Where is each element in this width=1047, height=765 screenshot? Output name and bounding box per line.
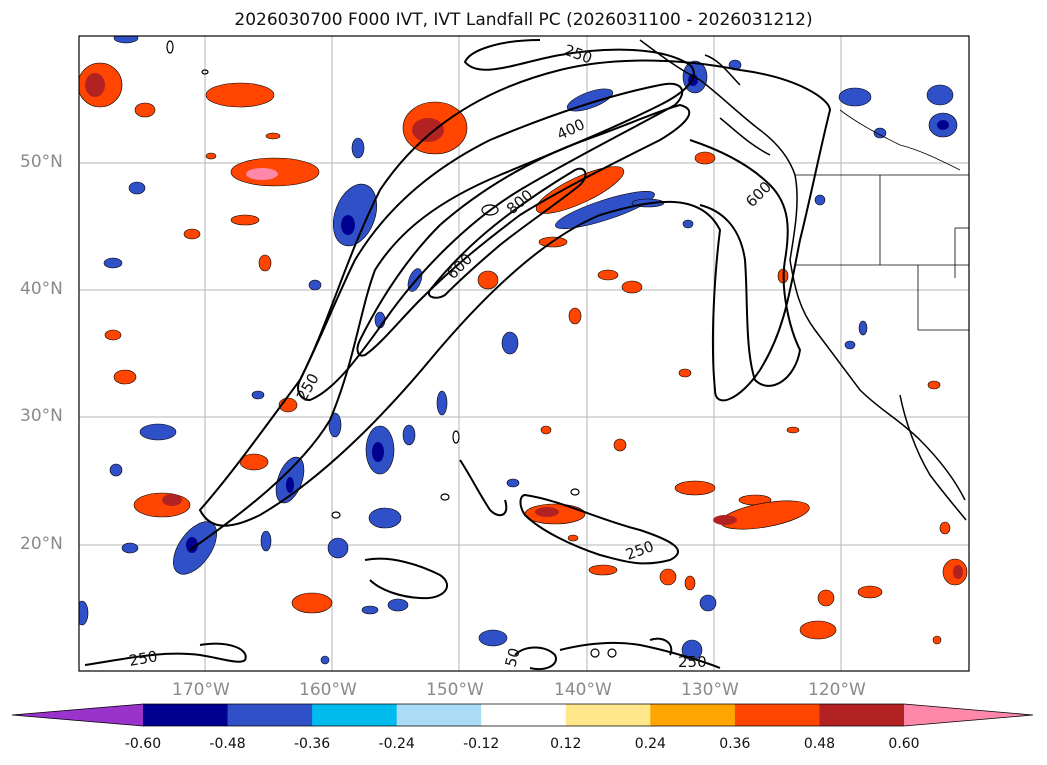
colorbar-segment	[650, 704, 736, 726]
colorbar-outline	[11, 703, 1034, 727]
colorbar-tick-label: -0.48	[209, 736, 246, 752]
colorbar-tick-label: 0.36	[719, 736, 751, 752]
lon-label: 170°W	[172, 680, 230, 700]
negative-anomaly-areas	[79, 36, 958, 665]
colorbar-segment	[227, 704, 313, 726]
lon-label: 160°W	[299, 680, 357, 700]
colorbar-tick-label: 0.12	[550, 736, 582, 752]
lon-label: 140°W	[554, 680, 612, 700]
contour-label: 250	[678, 653, 707, 671]
lat-label: 50°N	[20, 152, 63, 172]
colorbar-tick-label: 0.24	[634, 736, 666, 752]
colorbar-tick-label: 0.60	[888, 736, 920, 752]
map-area	[79, 36, 969, 671]
colorbar-segment	[734, 704, 820, 726]
colorbar-segment	[481, 704, 567, 726]
colorbar-tick-label: -0.36	[293, 736, 331, 752]
colorbar	[11, 703, 1034, 727]
colorbar-segment	[565, 704, 651, 726]
colorbar-tick-label: -0.12	[463, 736, 500, 752]
lon-label: 120°W	[808, 680, 866, 700]
colorbar-extend-low	[12, 704, 143, 726]
lon-label: 150°W	[426, 680, 484, 700]
state-borders	[795, 109, 969, 331]
lat-label: 20°N	[20, 534, 63, 554]
contour-label: 50	[501, 646, 523, 669]
coastlines	[639, 39, 967, 521]
colorbar-segment	[819, 704, 905, 726]
lat-label: 40°N	[20, 279, 63, 299]
colorbar-tick-label: -0.24	[378, 736, 415, 752]
map-border	[78, 35, 970, 672]
lat-label: 30°N	[20, 406, 63, 426]
colorbar-extend-high	[904, 704, 1033, 726]
ivt-contours	[84, 39, 832, 671]
colorbar-segment	[143, 704, 229, 726]
lon-label: 130°W	[681, 680, 739, 700]
colorbar-tick-label: 0.48	[803, 736, 836, 752]
colorbar-segment	[396, 704, 482, 726]
contour-label: 250	[128, 647, 159, 670]
map-title: 2026030700 F000 IVT, IVT Landfall PC (20…	[234, 10, 813, 30]
colorbar-segment	[312, 704, 398, 726]
colorbar-tick-label: -0.60	[124, 736, 162, 752]
small-contour-fragments	[166, 40, 617, 658]
